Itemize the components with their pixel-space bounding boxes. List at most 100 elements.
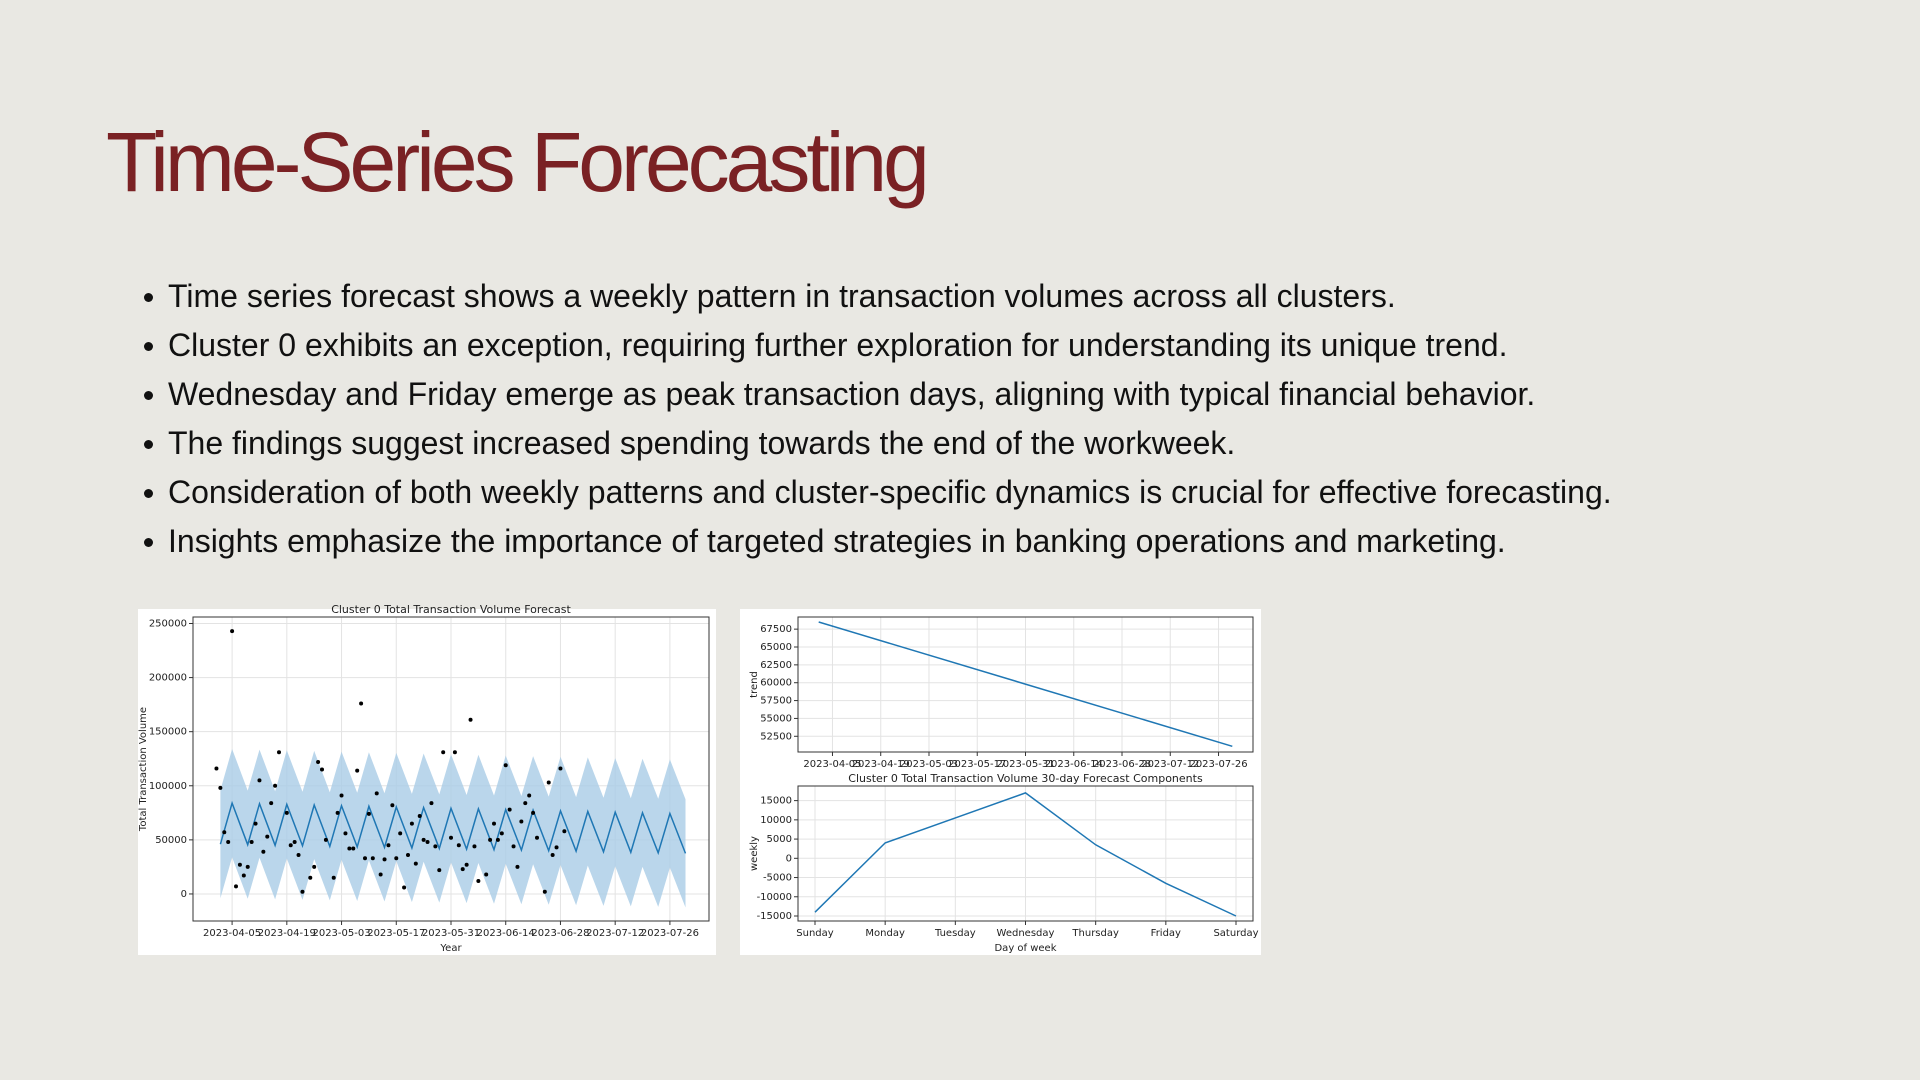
chart-title: Cluster 0 Total Transaction Volume Forec…	[331, 603, 571, 616]
observed-point	[288, 843, 293, 848]
x-axis-label: Day of week	[994, 943, 1056, 954]
x-tick-label: 2023-07-12	[586, 928, 644, 939]
x-tick-label: Sunday	[796, 928, 833, 939]
x-tick-label: 2023-06-14	[477, 928, 535, 939]
y-tick-label: 55000	[760, 713, 792, 724]
x-tick-label: 2023-05-31	[422, 928, 480, 939]
y-tick-label: 0	[786, 853, 792, 864]
y-tick-label: 200000	[149, 673, 187, 684]
x-tick-label: 2023-04-19	[852, 759, 910, 770]
observed-point	[441, 750, 446, 755]
observed-point	[339, 793, 344, 798]
axes-frame	[797, 785, 1254, 922]
chart-panel	[740, 609, 1261, 955]
axes-frame	[192, 616, 710, 922]
series-line	[814, 792, 1237, 917]
observed-point	[320, 767, 324, 772]
x-tick-label: Monday	[865, 928, 905, 939]
observed-point	[406, 853, 410, 858]
observed-point	[237, 862, 242, 867]
series-line	[818, 621, 1233, 748]
observed-point	[413, 861, 418, 866]
y-axis-label: Total Transaction Volume	[138, 707, 149, 832]
observed-point	[261, 849, 266, 854]
observed-point	[226, 840, 231, 845]
observed-point	[484, 872, 489, 877]
observed-point	[382, 857, 387, 862]
y-tick-label: 50000	[155, 835, 187, 846]
y-tick-label: 250000	[149, 618, 187, 629]
bullet: Time series forecast shows a weekly patt…	[144, 272, 1612, 321]
observed-point	[222, 830, 227, 835]
x-axis-label: Year	[439, 943, 462, 954]
x-tick-label: 2023-06-28	[531, 928, 589, 939]
chart-title: Cluster 0 Total Transaction Volume 30-da…	[848, 772, 1203, 785]
observed-point	[296, 853, 301, 858]
observed-point	[378, 872, 383, 877]
observed-point	[468, 717, 473, 722]
observed-point	[456, 843, 461, 848]
observed-point	[542, 889, 547, 894]
observed-point	[249, 840, 254, 845]
observed-point	[355, 768, 360, 773]
observed-point	[331, 875, 336, 880]
x-tick-label: 2023-04-05	[803, 759, 861, 770]
observed-point	[515, 864, 520, 869]
x-tick-label: 2023-07-26	[641, 928, 699, 939]
x-tick-label: 2023-05-17	[948, 759, 1006, 770]
observed-point	[343, 831, 348, 836]
observed-point	[335, 810, 340, 815]
x-tick-label: Saturday	[1213, 928, 1258, 939]
observed-point	[472, 844, 477, 849]
observed-point	[523, 801, 528, 806]
observed-point	[234, 884, 238, 889]
observed-point	[241, 873, 246, 878]
observed-point	[257, 778, 262, 783]
y-tick-label: 15000	[760, 796, 792, 807]
observed-point	[417, 814, 422, 819]
y-tick-label: -5000	[763, 873, 792, 884]
observed-point	[492, 821, 496, 826]
bullet: Cluster 0 exhibits an exception, requiri…	[144, 321, 1612, 370]
observed-point	[245, 864, 250, 869]
observed-point	[550, 853, 555, 858]
observed-point	[398, 831, 403, 836]
observed-point	[316, 759, 321, 764]
observed-point	[308, 875, 313, 880]
observed-point	[347, 846, 352, 851]
observed-point	[433, 844, 438, 849]
observed-point	[554, 845, 559, 850]
x-tick-label: 2023-05-03	[900, 759, 958, 770]
observed-point	[312, 864, 317, 869]
bullet: The findings suggest increased spending …	[144, 419, 1612, 468]
observed-point	[292, 840, 297, 845]
y-tick-label: 5000	[767, 834, 792, 845]
observed-point	[374, 791, 379, 796]
y-axis-label: trend	[749, 671, 760, 698]
y-tick-label: 65000	[760, 642, 792, 653]
observed-point	[363, 856, 367, 861]
observed-point	[284, 810, 289, 815]
observed-point	[452, 750, 457, 755]
observed-point	[464, 862, 469, 867]
axes-frame	[797, 616, 1254, 753]
bullet: Consideration of both weekly patterns an…	[144, 468, 1612, 517]
observed-point	[511, 844, 516, 849]
observed-point	[421, 837, 426, 842]
y-tick-label: 52500	[760, 731, 792, 742]
observed-point	[230, 629, 235, 634]
y-tick-label: 60000	[760, 678, 792, 689]
x-tick-label: 2023-05-17	[367, 928, 425, 939]
observed-point	[546, 780, 551, 785]
y-tick-label: 67500	[760, 624, 792, 635]
observed-point	[460, 867, 465, 872]
observed-point	[437, 868, 442, 873]
observed-point	[390, 803, 395, 808]
observed-point	[386, 843, 391, 848]
observed-point	[503, 763, 508, 768]
observed-point	[351, 846, 356, 851]
observed-point	[265, 834, 270, 839]
bullet: Insights emphasize the importance of tar…	[144, 517, 1612, 566]
